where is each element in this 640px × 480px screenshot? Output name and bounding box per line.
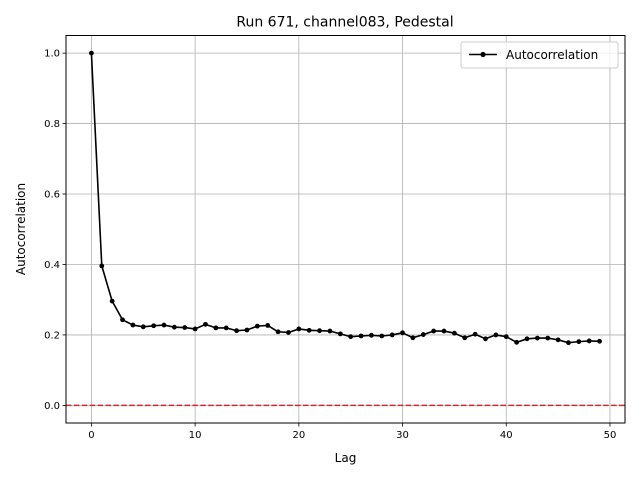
data-point bbox=[244, 327, 250, 333]
data-point bbox=[597, 338, 602, 344]
data-point bbox=[109, 298, 115, 304]
data-point bbox=[389, 332, 395, 338]
data-point bbox=[503, 334, 509, 340]
data-point bbox=[265, 323, 271, 328]
data-point bbox=[586, 338, 592, 344]
x-tick-label: 10 bbox=[189, 430, 202, 441]
data-point bbox=[223, 325, 229, 331]
data-point bbox=[451, 330, 457, 336]
legend-label-autocorrelation: Autocorrelation bbox=[506, 48, 598, 62]
data-point bbox=[400, 330, 405, 336]
y-tick-label: 1.0 bbox=[44, 49, 60, 60]
y-tick-label: 0.2 bbox=[44, 331, 60, 342]
data-point bbox=[151, 323, 157, 329]
data-point bbox=[348, 334, 354, 340]
data-point bbox=[566, 340, 571, 346]
data-point bbox=[120, 317, 125, 323]
x-axis-label: Lag bbox=[335, 451, 357, 465]
data-point bbox=[306, 327, 312, 333]
data-point bbox=[213, 325, 219, 331]
data-point bbox=[431, 328, 437, 334]
data-point bbox=[192, 326, 198, 332]
series-autocorrelation bbox=[89, 50, 602, 346]
data-point bbox=[420, 332, 426, 337]
y-tick-label: 0.0 bbox=[44, 401, 60, 412]
data-point bbox=[182, 325, 188, 330]
series-line bbox=[90, 53, 600, 344]
data-point bbox=[171, 324, 177, 330]
x-tick-label: 50 bbox=[604, 430, 617, 441]
data-point bbox=[286, 330, 291, 335]
data-point bbox=[358, 333, 364, 339]
y-axis-ticks: 0.0 0.2 0.4 0.6 0.8 1.0 bbox=[44, 49, 66, 412]
data-point bbox=[369, 332, 374, 338]
data-point bbox=[130, 322, 136, 328]
data-point bbox=[534, 335, 540, 341]
x-tick-label: 20 bbox=[292, 430, 305, 441]
data-point bbox=[514, 339, 520, 345]
data-point bbox=[254, 323, 260, 329]
data-point bbox=[379, 333, 385, 339]
legend-box bbox=[460, 41, 619, 69]
grid bbox=[66, 35, 625, 423]
data-point bbox=[99, 263, 105, 269]
data-point bbox=[545, 335, 551, 341]
data-point bbox=[296, 326, 302, 332]
y-tick-label: 0.8 bbox=[44, 119, 60, 130]
data-point bbox=[327, 328, 333, 334]
data-point bbox=[472, 331, 478, 337]
data-point bbox=[462, 335, 468, 341]
y-axis-label: Autocorrelation bbox=[14, 183, 28, 275]
y-tick-label: 0.4 bbox=[44, 260, 60, 271]
data-point bbox=[337, 331, 343, 337]
data-point bbox=[234, 328, 240, 334]
data-point bbox=[275, 329, 281, 335]
chart-title: Run 671, channel083, Pedestal bbox=[236, 15, 453, 31]
plot-frame bbox=[65, 35, 626, 424]
data-point bbox=[576, 339, 582, 345]
y-tick-label: 0.6 bbox=[44, 190, 60, 201]
data-point bbox=[555, 337, 561, 343]
legend-marker-swatch bbox=[480, 51, 486, 58]
data-point bbox=[89, 50, 94, 56]
data-point bbox=[203, 321, 208, 327]
data-point bbox=[161, 322, 167, 328]
data-point bbox=[317, 328, 322, 334]
data-point bbox=[441, 328, 447, 334]
x-tick-label: 30 bbox=[396, 430, 409, 441]
data-point bbox=[483, 336, 488, 342]
x-tick-label: 40 bbox=[500, 430, 513, 441]
data-point bbox=[410, 335, 416, 341]
legend: Autocorrelation bbox=[460, 41, 619, 69]
data-point bbox=[140, 324, 146, 330]
data-point bbox=[524, 336, 530, 342]
x-tick-label: 0 bbox=[88, 430, 94, 441]
x-axis-ticks: 0 10 20 30 40 50 bbox=[88, 423, 616, 441]
data-point bbox=[493, 332, 499, 338]
